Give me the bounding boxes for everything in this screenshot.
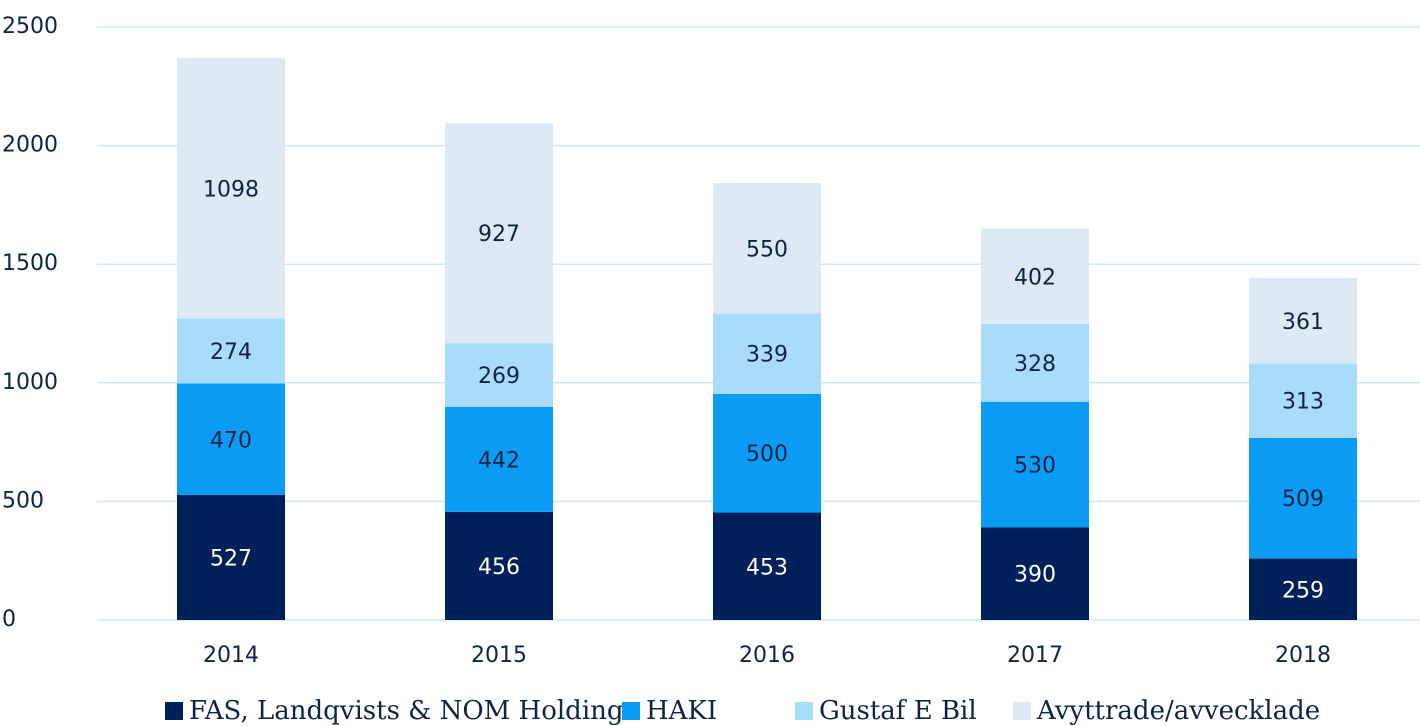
- legend-text: HAKI: [646, 696, 717, 726]
- bar-segment: [445, 406, 553, 512]
- bar-segment: [981, 323, 1089, 402]
- data-label: 402: [1014, 265, 1056, 290]
- data-label: 509: [1282, 487, 1324, 512]
- data-label: 313: [1282, 390, 1324, 415]
- data-label: 442: [478, 448, 520, 473]
- bar-segment: [177, 494, 285, 620]
- legend-swatch: [622, 702, 640, 720]
- data-label: 500: [746, 442, 788, 467]
- data-label: 361: [1282, 310, 1324, 335]
- bar-segment: [713, 183, 821, 314]
- data-label: 1098: [203, 177, 259, 202]
- bar-segment: [177, 58, 285, 319]
- data-label: 390: [1014, 563, 1056, 588]
- y-tick-label: 1000: [2, 370, 58, 395]
- bar-segment: [445, 511, 553, 620]
- x-tick-label: 2014: [203, 643, 259, 668]
- data-label: 530: [1014, 454, 1056, 479]
- bar-segment: [177, 383, 285, 495]
- y-tick-label: 500: [2, 488, 44, 513]
- bar-segment: [1249, 558, 1357, 620]
- data-label: 259: [1282, 578, 1324, 603]
- y-tick-label: 1500: [2, 251, 58, 276]
- data-label: 274: [210, 340, 252, 365]
- data-label: 453: [746, 555, 788, 580]
- legend-text: Avyttrade/avvecklade: [1036, 696, 1320, 726]
- legend-text: Gustaf E Bil: [819, 696, 977, 726]
- x-tick-label: 2016: [739, 643, 795, 668]
- bar-segment: [981, 228, 1089, 324]
- legend-swatch: [795, 702, 813, 720]
- data-label: 339: [746, 343, 788, 368]
- y-tick-label: 2000: [2, 133, 58, 158]
- bar-segment: [981, 401, 1089, 528]
- data-label: 328: [1014, 352, 1056, 377]
- y-tick-label: 2500: [2, 14, 58, 39]
- bar-segment: [445, 343, 553, 407]
- bar-segment: [1249, 277, 1357, 364]
- data-label: 550: [746, 237, 788, 262]
- bar-segment: [1249, 437, 1357, 559]
- legend-text: FAS, Landqvists & NOM Holding: [189, 696, 624, 726]
- bar-segment: [713, 393, 821, 513]
- bar-segment: [445, 123, 553, 344]
- data-label: 269: [478, 364, 520, 389]
- y-tick-label: 0: [2, 607, 16, 632]
- legend-swatch: [165, 702, 183, 720]
- bar-segment: [981, 527, 1089, 620]
- x-tick-label: 2018: [1275, 643, 1331, 668]
- bar-segment: [713, 512, 821, 620]
- bar-segment: [713, 313, 821, 394]
- x-tick-label: 2017: [1007, 643, 1063, 668]
- data-label: 456: [478, 555, 520, 580]
- data-label: 470: [210, 428, 252, 453]
- legend-swatch: [1013, 702, 1031, 720]
- x-tick-label: 2015: [471, 643, 527, 668]
- data-label: 927: [478, 222, 520, 247]
- data-label: 527: [210, 546, 252, 571]
- bar-segment: [177, 318, 285, 384]
- bar-segment: [1249, 363, 1357, 438]
